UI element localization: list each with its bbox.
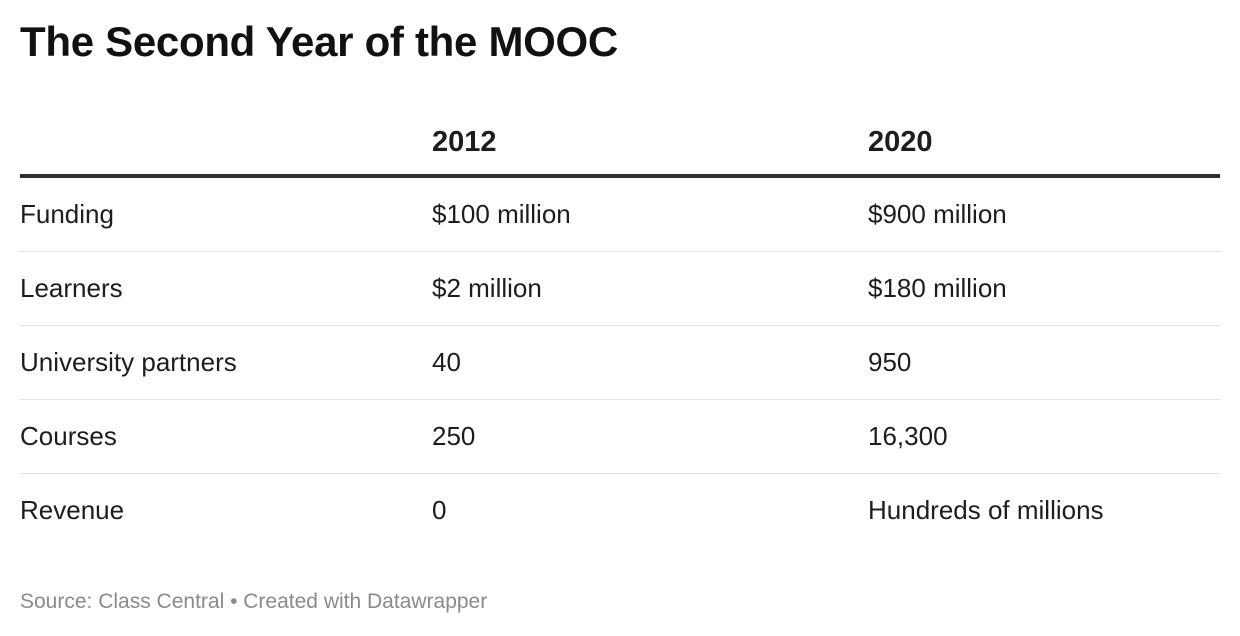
row-label: Revenue bbox=[20, 495, 125, 525]
cell-2020: $900 million bbox=[868, 199, 1007, 229]
cell-2020: Hundreds of millions bbox=[868, 495, 1104, 525]
cell-2012: 40 bbox=[432, 347, 461, 377]
table-header-row: 2012 2020 bbox=[20, 110, 1220, 178]
table-row: Funding $100 million $900 million bbox=[20, 178, 1220, 252]
cell-2012: $100 million bbox=[432, 199, 571, 229]
cell-2012: 250 bbox=[432, 421, 476, 451]
table-row: University partners 40 950 bbox=[20, 326, 1220, 400]
source-footer: Source: Class Central • Created with Dat… bbox=[20, 590, 488, 613]
cell-2012: 0 bbox=[432, 495, 447, 525]
row-label: Courses bbox=[20, 421, 117, 451]
cell-2020: $180 million bbox=[868, 273, 1007, 303]
row-label: Funding bbox=[20, 199, 114, 229]
table-row: Revenue 0 Hundreds of millions bbox=[20, 474, 1220, 548]
cell-2020: 16,300 bbox=[868, 421, 948, 451]
data-table: 2012 2020 Funding $100 million $900 mill… bbox=[20, 110, 1220, 548]
table-row: Courses 250 16,300 bbox=[20, 400, 1220, 474]
row-label: Learners bbox=[20, 273, 123, 303]
cell-2012: $2 million bbox=[432, 273, 542, 303]
chart-title: The Second Year of the MOOC bbox=[20, 18, 618, 65]
table-row: Learners $2 million $180 million bbox=[20, 252, 1220, 326]
cell-2020: 950 bbox=[868, 347, 912, 377]
header-2012: 2012 bbox=[432, 126, 497, 158]
header-2020: 2020 bbox=[868, 126, 933, 158]
row-label: University partners bbox=[20, 347, 237, 377]
